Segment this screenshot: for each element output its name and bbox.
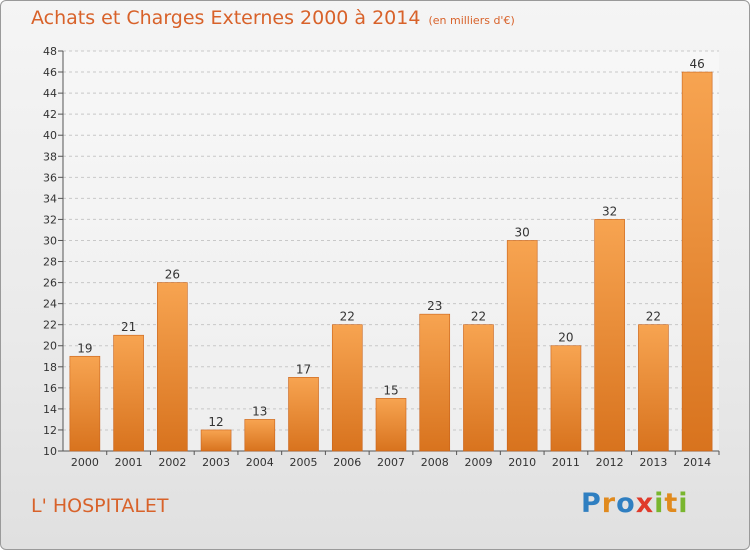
data-label: 22 (646, 310, 661, 324)
place-name: L' HOSPITALET (31, 495, 169, 517)
y-tick-label: 12 (43, 424, 57, 437)
bar (288, 377, 319, 452)
data-label: 22 (471, 310, 486, 324)
y-tick-label: 26 (43, 277, 57, 290)
data-label: 12 (208, 415, 223, 429)
logo-letter: o (616, 488, 636, 519)
bar (244, 419, 276, 452)
logo-letter: x (635, 488, 655, 519)
bar (200, 429, 232, 452)
y-tick-label: 38 (43, 150, 57, 163)
y-tick-label: 32 (43, 213, 57, 226)
title-text: Achats et Charges Externes 2000 à 2014 (31, 7, 421, 29)
x-tick-label: 2004 (246, 456, 274, 469)
bar (419, 313, 451, 452)
bar (638, 324, 669, 452)
data-label: 13 (252, 404, 267, 418)
y-tick-label: 22 (43, 319, 57, 332)
y-tick-label: 40 (43, 129, 57, 142)
logo-letter: t (664, 488, 679, 519)
bar (157, 282, 188, 452)
x-tick-label: 2009 (464, 456, 492, 469)
y-tick-label: 36 (43, 171, 57, 184)
logo-letter: i (654, 488, 665, 519)
x-tick-label: 2003 (202, 456, 230, 469)
y-tick-label: 46 (43, 66, 57, 79)
y-tick-label: 16 (43, 382, 57, 395)
x-tick-label: 2000 (71, 456, 99, 469)
y-tick-label: 18 (43, 361, 57, 374)
data-label: 22 (340, 310, 355, 324)
x-tick-label: 2014 (683, 456, 711, 469)
x-tick-label: 2012 (596, 456, 624, 469)
data-label: 17 (296, 362, 311, 376)
bar (681, 71, 713, 452)
bar (594, 219, 625, 452)
logo-letter: r (601, 488, 617, 519)
y-tick-label: 10 (43, 445, 57, 458)
x-tick-label: 2011 (552, 456, 580, 469)
y-tick-label: 28 (43, 256, 57, 269)
data-label: 20 (558, 331, 573, 345)
y-tick-label: 24 (43, 298, 57, 311)
logo-letter: i (678, 488, 689, 519)
data-label: 46 (689, 57, 704, 71)
bar (375, 398, 407, 452)
y-tick-label: 30 (43, 234, 57, 247)
x-tick-label: 2007 (377, 456, 405, 469)
data-label: 26 (165, 268, 180, 282)
bar (331, 324, 363, 452)
x-tick-label: 2010 (508, 456, 536, 469)
y-tick-label: 14 (43, 403, 57, 416)
data-label: 15 (383, 383, 398, 397)
bar (550, 345, 582, 452)
bar (506, 240, 538, 452)
data-label: 30 (515, 225, 530, 239)
data-label: 23 (427, 299, 442, 313)
bar (463, 324, 494, 452)
logo-letter: P (581, 488, 602, 519)
data-label: 32 (602, 204, 617, 218)
y-tick-label: 44 (43, 87, 57, 100)
chart-title: Achats et Charges Externes 2000 à 2014 (e… (31, 7, 515, 29)
x-tick-label: 2002 (158, 456, 186, 469)
y-tick-label: 42 (43, 108, 57, 121)
data-label: 21 (121, 320, 136, 334)
y-tick-label: 20 (43, 340, 57, 353)
x-tick-label: 2005 (290, 456, 318, 469)
proxiti-logo: Proxiti (581, 488, 689, 519)
x-tick-label: 2006 (333, 456, 361, 469)
chart-subtitle: (en milliers d'€) (428, 14, 515, 27)
data-label: 19 (77, 341, 92, 355)
bar (113, 334, 144, 452)
x-tick-label: 2008 (421, 456, 449, 469)
y-tick-label: 48 (43, 45, 57, 58)
y-tick-label: 34 (43, 192, 57, 205)
x-tick-label: 2001 (115, 456, 143, 469)
x-tick-label: 2013 (639, 456, 667, 469)
bar (69, 355, 101, 452)
